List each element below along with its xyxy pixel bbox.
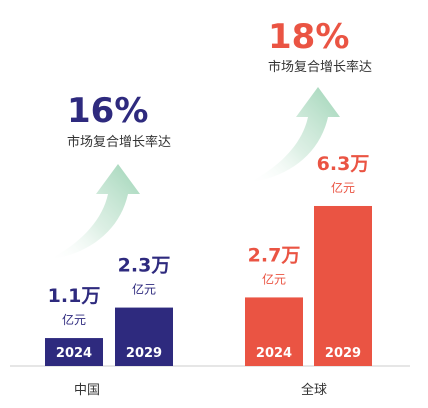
growth-rate-value: 16% <box>67 91 148 131</box>
bar-year-label: 2024 <box>256 346 292 361</box>
bar-year-label: 2029 <box>325 346 361 361</box>
bar-unit-label: 亿元 <box>62 312 86 327</box>
bar-year-label: 2029 <box>126 346 162 361</box>
bar <box>45 338 103 366</box>
growth-arrow-icon <box>48 164 140 260</box>
bar <box>314 205 372 366</box>
bar-unit-label: 亿元 <box>262 271 286 286</box>
category-label: 全球 <box>301 382 327 398</box>
bar-value-label: 2.7万 <box>248 244 301 266</box>
growth-arrow-icon <box>248 87 340 183</box>
bar-unit-label: 亿元 <box>331 180 355 195</box>
growth-rate-label: 市场复合增长率达 <box>268 59 372 75</box>
bar-year-label: 2024 <box>56 346 92 361</box>
bar-value-label: 1.1万 <box>48 285 101 307</box>
bar <box>245 297 303 366</box>
bar <box>115 307 173 366</box>
category-label: 中国 <box>74 383 100 398</box>
growth-rate-value: 18% <box>268 17 349 57</box>
bar-value-label: 6.3万 <box>317 153 370 175</box>
bar-unit-label: 亿元 <box>132 282 156 297</box>
bar-value-label: 2.3万 <box>118 255 171 277</box>
growth-rate-label: 市场复合增长率达 <box>67 134 171 150</box>
